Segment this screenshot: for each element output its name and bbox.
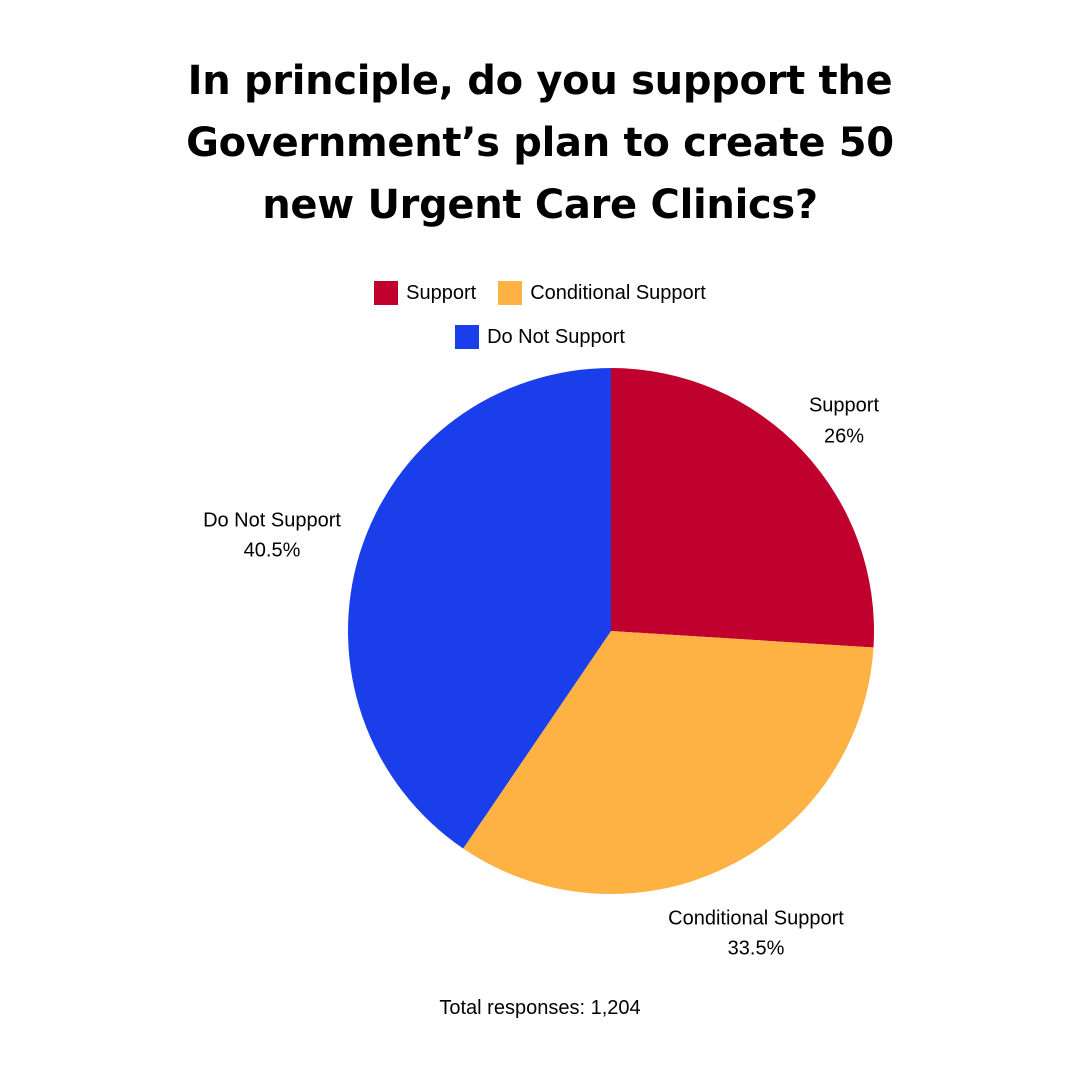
title-line-3: new Urgent Care Clinics?	[262, 182, 818, 228]
legend-label-do-not-support: Do Not Support	[487, 326, 625, 348]
title-line-2: Government’s plan to create 50	[186, 120, 894, 166]
legend-item-conditional-support: Conditional Support	[498, 280, 706, 306]
slice-label-support: Support	[809, 394, 879, 416]
title-line-1: In principle, do you support the	[187, 58, 893, 104]
chart-title: In principle, do you support the Governm…	[140, 50, 940, 236]
legend-row-1: Support Conditional Support	[180, 280, 900, 306]
pie-slice-support	[611, 368, 874, 648]
legend: Support Conditional Support Do Not Suppo…	[180, 280, 900, 350]
legend-swatch-do-not-support	[455, 325, 480, 349]
total-responses: Total responses: 1,204	[439, 997, 641, 1019]
legend-swatch-support	[374, 281, 399, 305]
legend-swatch-conditional-support	[498, 281, 523, 305]
slice-value-support: 26%	[824, 425, 864, 447]
pie-labels: Support 26% Conditional Support 33.5% Do Not…	[203, 394, 879, 959]
legend-label-support: Support	[406, 282, 477, 304]
slice-value-conditional-support: 33.5%	[728, 937, 785, 959]
legend-label-conditional-support: Conditional Support	[530, 282, 706, 304]
pie-slices	[348, 368, 874, 894]
legend-item-support: Support	[374, 280, 476, 306]
legend-item-do-not-support: Do Not Support	[455, 324, 625, 350]
slice-label-conditional-support: Conditional Support	[668, 907, 844, 929]
pie-slice-conditional-support	[463, 631, 874, 894]
pie-slice-do-not-support	[348, 368, 611, 849]
legend-row-2: Do Not Support	[180, 324, 900, 350]
slice-value-do-not-support: 40.5%	[244, 539, 301, 561]
slice-label-do-not-support: Do Not Support	[203, 509, 341, 531]
